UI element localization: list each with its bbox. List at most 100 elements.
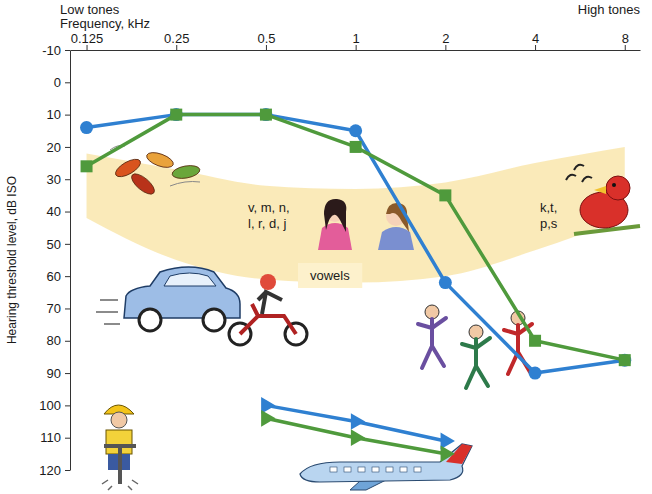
series-marker [351,413,365,430]
top-label: Low tones [60,2,120,17]
y-axis: -100102030405060708090100110120 [39,43,70,478]
y-tick-mark [65,341,70,342]
jackhammer [104,446,136,484]
y-tick-mark [65,373,70,374]
series-marker [619,354,631,366]
series-marker [170,108,183,121]
motorcycle-body [240,304,296,334]
person-hair [324,199,346,232]
annotation-line: vowels [310,268,350,283]
series-line [87,115,625,361]
x-tick-label: 0.25 [164,31,189,46]
airplane-icon [300,444,472,490]
y-tick-label: 30 [47,172,61,187]
y-tick-label: 110 [40,430,61,445]
x-tick-label: 1 [353,31,360,46]
series-marker [441,446,455,463]
annotation-box [298,263,362,288]
y-tick-mark [65,82,70,83]
annotation: k,t,p,s [540,200,558,231]
y-tick: 20 [47,140,70,155]
series-marker [441,433,455,450]
y-tick-mark [65,147,70,148]
speed-lines [96,300,120,324]
dancers-icon [418,305,532,388]
series-group [80,108,631,462]
y-tick: 0 [54,75,70,90]
y-tick-mark [65,308,70,309]
x-tick: 0.25 [164,31,189,50]
x-tick-label: 0.125 [71,31,104,46]
y-tick-label: 80 [47,333,61,348]
x-axis-line [71,50,641,51]
x-tick: 0.5 [257,31,275,50]
y-axis-line [70,51,71,471]
top-label: High tones [578,2,641,17]
chart-container: 0.1250.250.51248-10010203040506070809010… [0,0,652,494]
series-marker [259,108,272,121]
y-tick-mark [65,276,70,277]
series-marker [170,109,182,121]
annotation-line: v, m, n, [248,200,290,215]
plane-window [386,467,393,472]
annotation-text: vowels [310,268,350,283]
car-icon [96,267,307,345]
y-tick-label: -10 [42,43,61,58]
x-tick: 2 [442,31,449,50]
y-tick-label: 100 [39,398,61,413]
series-marker [260,109,272,121]
dancer-body [462,338,490,388]
series-marker [80,121,93,134]
plane-body [300,444,472,482]
x-axis: 0.125 0.25 0.5 1 2 4 8 [71,31,641,51]
annotation-line: k,t, [540,200,557,215]
series [261,410,455,462]
series-line [266,418,445,454]
annotation: vowels [298,263,362,288]
series [80,108,631,379]
series-marker [529,335,541,347]
bird-eye [612,183,616,187]
speech-band [87,147,625,283]
car-body [124,267,240,318]
dancer-body [418,318,446,368]
plane-window [414,467,421,472]
y-tick: 100 [39,398,70,413]
y-tick: 70 [47,301,70,316]
leaves-icon [110,146,201,198]
leaf [171,164,201,181]
wheel [203,309,225,331]
plane-window [344,467,351,472]
worker-icon [102,405,138,490]
x-tick: 0.125 [71,31,104,50]
car-window [164,273,216,286]
y-tick-mark [65,438,70,439]
x-axis-title: Frequency, kHz [60,16,150,31]
y-tick-mark [65,405,70,406]
series-line [87,115,625,373]
y-tick: 10 [47,107,70,122]
annotation-text: k,t,p,s [540,200,558,231]
y-tick-label: 40 [47,204,61,219]
annotation-text: v, m, n,l, r, d, j [248,200,290,231]
series-marker [351,429,365,446]
x-tick: 8 [622,31,629,50]
illustrations [96,146,640,491]
y-tick-label: 20 [47,140,61,155]
y-tick: 80 [47,333,70,348]
bird-head [606,176,630,200]
y-tick: 50 [47,237,70,252]
x-tick: 4 [532,31,539,50]
y-tick-label: 70 [47,301,61,316]
annotation-line: l, r, d, j [248,216,286,231]
y-tick-mark [65,179,70,180]
plane-window [358,467,365,472]
annotation: v, m, n,l, r, d, j [248,200,290,231]
vibration [102,480,138,490]
music-notes [566,165,592,182]
y-tick-label: 50 [47,237,61,252]
leaf [145,150,175,171]
plane-window [372,467,379,472]
y-tick: 90 [47,366,70,381]
annotations: v, m, n,l, r, d, j vowels k,t,p,s [248,200,558,288]
